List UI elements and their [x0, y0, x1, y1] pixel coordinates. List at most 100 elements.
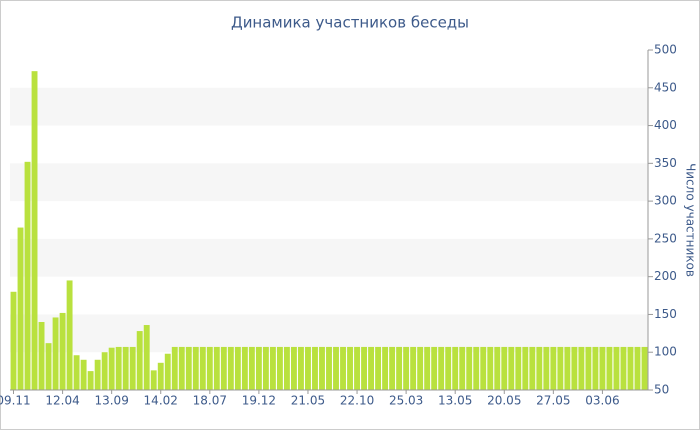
bar — [17, 227, 24, 390]
y-tick-label: 250 — [654, 231, 677, 245]
chart-title: Динамика участников беседы — [231, 14, 469, 32]
bar — [241, 346, 248, 390]
bar — [52, 317, 59, 390]
bar — [543, 346, 550, 390]
x-tick-label: 13.05 — [438, 394, 472, 408]
x-tick-label: 03.06 — [585, 394, 619, 408]
bar — [585, 346, 592, 390]
x-tick-label: 12.04 — [45, 394, 79, 408]
bar — [571, 346, 578, 390]
bar — [627, 346, 634, 390]
bar — [466, 346, 473, 390]
bar — [641, 346, 648, 390]
x-tick-label: 18.07 — [193, 394, 227, 408]
bar — [305, 346, 311, 390]
bar — [557, 346, 564, 390]
x-tick-label: 21.05 — [291, 394, 325, 408]
bar — [262, 346, 269, 390]
y-tick-label: 450 — [654, 80, 677, 94]
bar — [438, 346, 445, 390]
bar — [143, 325, 150, 390]
bar — [473, 346, 480, 390]
bar — [424, 346, 431, 390]
bar — [417, 346, 424, 390]
bar — [613, 346, 620, 390]
bar — [283, 346, 290, 390]
bar — [291, 346, 297, 390]
bar — [403, 346, 410, 390]
bar — [375, 346, 382, 390]
bar — [550, 346, 557, 390]
bar — [634, 346, 641, 390]
bar — [529, 346, 536, 390]
y-axis-label: Число участников — [684, 163, 698, 277]
bar — [164, 353, 171, 390]
y-tick-label: 200 — [654, 269, 677, 283]
y-tick-label: 150 — [654, 307, 677, 321]
x-tick-label: 19.12 — [242, 394, 276, 408]
bar — [606, 346, 613, 390]
x-tick-label: 09.11 — [0, 394, 31, 408]
grid-band — [10, 238, 648, 277]
bar — [480, 346, 487, 390]
bar — [620, 346, 627, 390]
bar — [10, 291, 17, 390]
bar — [354, 346, 360, 390]
bar — [94, 359, 101, 390]
y-tick-label: 500 — [654, 43, 677, 57]
bar — [38, 322, 45, 390]
bar — [396, 346, 403, 390]
bar — [213, 346, 220, 390]
bar — [150, 370, 157, 390]
bar — [66, 280, 73, 390]
bar — [122, 346, 129, 390]
bar — [108, 347, 115, 390]
grid-band — [10, 163, 648, 202]
bar — [501, 346, 508, 390]
bar — [494, 346, 501, 390]
bar — [157, 362, 164, 390]
bar — [227, 346, 234, 390]
bar — [452, 346, 459, 390]
bar — [31, 71, 38, 391]
bar — [45, 343, 52, 390]
bar — [361, 346, 367, 390]
bar — [347, 346, 353, 390]
grid-band — [10, 87, 648, 126]
bar — [389, 346, 396, 390]
bar — [410, 346, 417, 390]
bar — [185, 346, 192, 390]
bar — [326, 346, 332, 390]
bar — [592, 346, 599, 390]
bar — [87, 371, 94, 390]
bar — [487, 346, 494, 390]
bar — [431, 346, 438, 390]
bar — [73, 355, 80, 390]
y-tick-label: 400 — [654, 118, 677, 132]
bar — [368, 346, 375, 390]
bar — [536, 346, 543, 390]
bar — [255, 346, 262, 390]
y-tick-label: 350 — [654, 156, 677, 170]
bar — [522, 346, 529, 390]
y-tick-label: 50 — [654, 383, 669, 397]
bar — [101, 352, 108, 390]
x-tick-label: 20.05 — [487, 394, 521, 408]
bar — [234, 346, 241, 390]
bar — [269, 346, 276, 390]
bar — [564, 346, 571, 390]
bar — [248, 346, 255, 390]
x-tick-label: 14.02 — [144, 394, 178, 408]
bar — [382, 346, 389, 390]
x-tick-label: 13.09 — [94, 394, 128, 408]
bar — [206, 346, 213, 390]
x-tick-label: 27.05 — [536, 394, 570, 408]
bar — [340, 346, 346, 390]
grid-band — [10, 314, 648, 353]
bar — [298, 346, 304, 390]
bar — [319, 346, 325, 390]
bar — [333, 346, 339, 390]
bar — [599, 346, 606, 390]
y-tick-label: 100 — [654, 345, 677, 359]
